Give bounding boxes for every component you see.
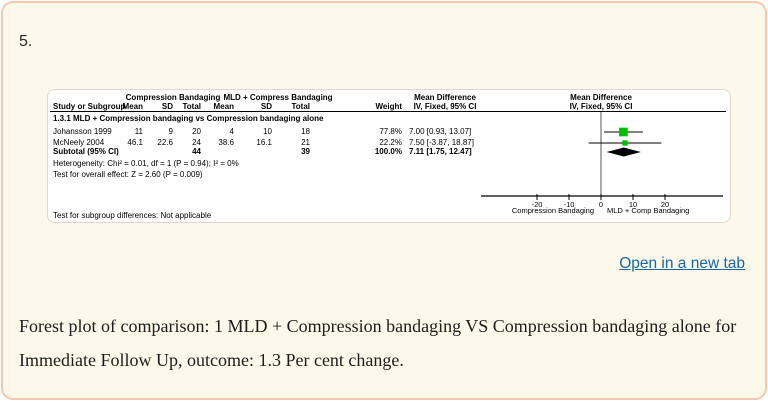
group-header-control: MLD + Compress Bandaging: [223, 93, 333, 102]
axis-label-right: MLD + Comp Bandaging: [607, 206, 690, 215]
sd2-value: 10: [263, 127, 272, 136]
mean2-value: 4: [229, 127, 234, 136]
subtotal-row: Subtotal (95% CI) 44 39 100.0% 7.11 [1.7…: [48, 147, 730, 157]
sd2-value: 16.1: [256, 138, 272, 147]
subtotal-diamond: [606, 147, 641, 157]
overall-effect-text: Test for overall effect: Z = 2.60 (P = 0…: [53, 170, 203, 179]
subgroup-title-row: 1.3.1 MLD + Compression bandaging vs Com…: [48, 114, 730, 124]
header-divider: [50, 111, 726, 112]
axis-tick-label: -20: [532, 200, 543, 209]
total1-value: 20: [192, 127, 201, 136]
axis-label-left: Compression Bandaging: [511, 206, 594, 215]
ci-value: 7.50 [-3.87, 18.87]: [409, 138, 474, 147]
total2-value: 21: [301, 138, 310, 147]
weight-value: 77.8%: [379, 127, 402, 136]
col-header-total2: Total: [291, 102, 310, 111]
total2-value: 18: [301, 127, 310, 136]
sd1-value: 9: [168, 127, 173, 136]
mean1-value: 11: [134, 127, 143, 136]
subtotal-total1: 44: [192, 147, 201, 156]
mean1-value: 46.1: [127, 138, 143, 147]
md-text-column-header: Mean Difference: [414, 93, 476, 102]
overall-effect-row: Test for overall effect: Z = 2.60 (P = 0…: [48, 170, 730, 180]
col-header-mean1: Mean: [122, 102, 143, 111]
open-in-new-tab-link[interactable]: Open in a new tab: [619, 255, 745, 272]
table-row: Johansson 1999 11 9 20 4 10 18 77.8% 7.0…: [48, 127, 730, 137]
col-header-ci-text: IV, Fixed, 95% CI: [413, 102, 477, 111]
subtotal-label: Subtotal (95% CI): [53, 147, 119, 156]
group-header-experimental: Compression Bandaging: [125, 93, 221, 102]
figure-caption: Forest plot of comparison: 1 MLD + Compr…: [19, 316, 737, 370]
col-header-mean2: Mean: [213, 102, 234, 111]
forest-plot-graph: -20 -10 0 10 20: [481, 112, 723, 209]
table-row: McNeely 2004 46.1 22.6 24 38.6 16.1 21 2…: [48, 138, 730, 148]
figure-number: 5.: [19, 33, 33, 50]
col-header-weight: Weight: [375, 102, 402, 111]
axis-tick-label: 0: [599, 200, 603, 209]
md-graph-column-header: Mean Difference: [570, 93, 632, 102]
col-header-ci-graph: IV, Fixed, 95% CI: [569, 102, 633, 111]
total1-value: 24: [192, 138, 201, 147]
subgroup-diff-row: Test for subgroup differences: Not appli…: [48, 211, 730, 221]
col-header-sd1: SD: [161, 102, 173, 111]
axis-tick-label: -10: [564, 200, 575, 209]
study-name: Johansson 1999: [53, 127, 112, 136]
column-header-row: Study or Subgroup Mean SD Total Mean SD …: [48, 102, 730, 112]
subgroup-diff-text: Test for subgroup differences: Not appli…: [53, 211, 212, 220]
subtotal-weight: 100.0%: [374, 147, 402, 156]
ci-value: 7.00 [0.93, 13.07]: [409, 127, 472, 136]
subgroup-title: 1.3.1 MLD + Compression bandaging vs Com…: [53, 114, 324, 123]
group-header-row: Compression Bandaging MLD + Compress Ban…: [48, 93, 730, 103]
col-header-total1: Total: [182, 102, 201, 111]
study-marker-square: [619, 127, 628, 137]
heterogeneity-text: Heterogeneity: Chi² = 0.01, df = 1 (P = …: [53, 159, 239, 168]
col-header-study: Study or Subgroup: [53, 102, 126, 111]
forest-plot-figure[interactable]: Compression Bandaging MLD + Compress Ban…: [47, 89, 731, 223]
axis-tick-label: 20: [661, 200, 669, 209]
axis-tick-label: 10: [629, 200, 637, 209]
weight-value: 22.2%: [379, 138, 402, 147]
study-name: McNeely 2004: [53, 138, 105, 147]
col-header-sd2: SD: [260, 102, 272, 111]
subtotal-ci: 7.11 [1.75, 12.47]: [409, 147, 472, 156]
study-marker-square: [622, 140, 628, 146]
sd1-value: 22.6: [157, 138, 173, 147]
mean2-value: 38.6: [218, 138, 234, 147]
subtotal-total2: 39: [301, 147, 310, 156]
heterogeneity-row: Heterogeneity: Chi² = 0.01, df = 1 (P = …: [48, 159, 730, 169]
